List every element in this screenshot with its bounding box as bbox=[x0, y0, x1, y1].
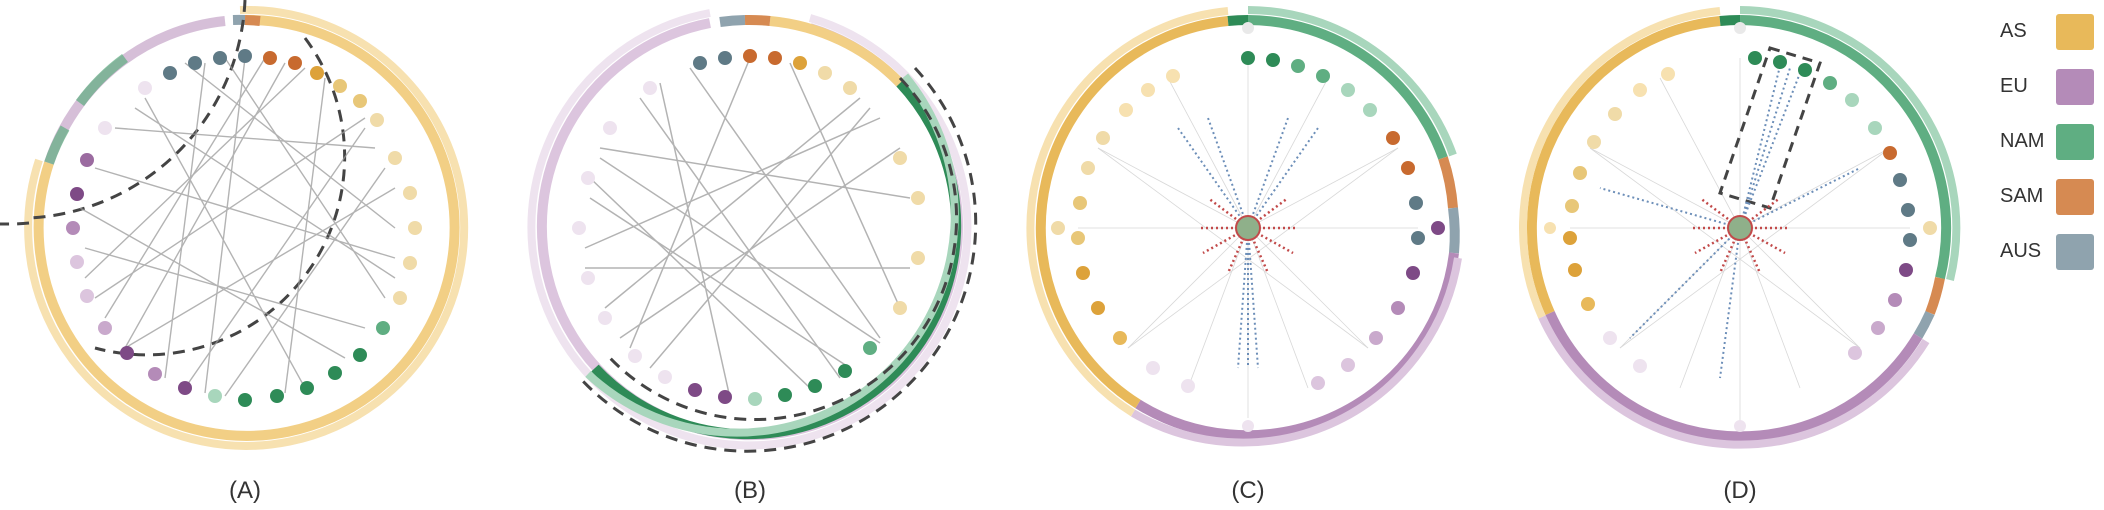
highlight-arc bbox=[0, 0, 347, 357]
panel-label-c: (C) bbox=[1231, 477, 1264, 504]
legend-swatch-aus bbox=[2056, 234, 2094, 270]
node-ring bbox=[1544, 22, 1937, 432]
outer-ring bbox=[24, 5, 469, 450]
chord-edges bbox=[79, 57, 396, 397]
outer-ring bbox=[527, 9, 972, 450]
node-ring bbox=[572, 49, 925, 406]
panel-c bbox=[1026, 6, 1462, 447]
node-ring bbox=[1051, 22, 1445, 432]
legend-label-aus: AUS bbox=[2000, 240, 2041, 262]
highlight-box bbox=[1718, 46, 1822, 210]
panel-label-b: (B) bbox=[734, 477, 766, 504]
legend-label-as: AS bbox=[2000, 20, 2027, 42]
legend-label-sam: SAM bbox=[2000, 185, 2043, 207]
node-ring bbox=[66, 49, 422, 407]
legend-swatch-sam bbox=[2056, 179, 2094, 215]
legend-label-eu: EU bbox=[2000, 75, 2028, 97]
panel-b bbox=[527, 9, 978, 453]
star-cluster bbox=[1177, 117, 1319, 369]
outer-ring bbox=[1519, 6, 1961, 449]
chord-edges bbox=[584, 57, 911, 399]
highlight-arc bbox=[578, 66, 978, 453]
legend-swatch-eu bbox=[2056, 69, 2094, 105]
legend-label-nam: NAM bbox=[2000, 130, 2044, 152]
panel-a bbox=[0, 0, 469, 450]
legend-swatch-as bbox=[2056, 14, 2094, 50]
panel-d bbox=[1519, 6, 1961, 449]
panel-label-d: (D) bbox=[1723, 477, 1756, 504]
star-cluster bbox=[1599, 65, 1861, 379]
panel-label-a: (A) bbox=[229, 477, 261, 504]
legend-swatch-nam bbox=[2056, 124, 2094, 160]
legend: AS EU NAM SAM AUS bbox=[2000, 14, 2094, 270]
outer-ring bbox=[1026, 6, 1462, 447]
